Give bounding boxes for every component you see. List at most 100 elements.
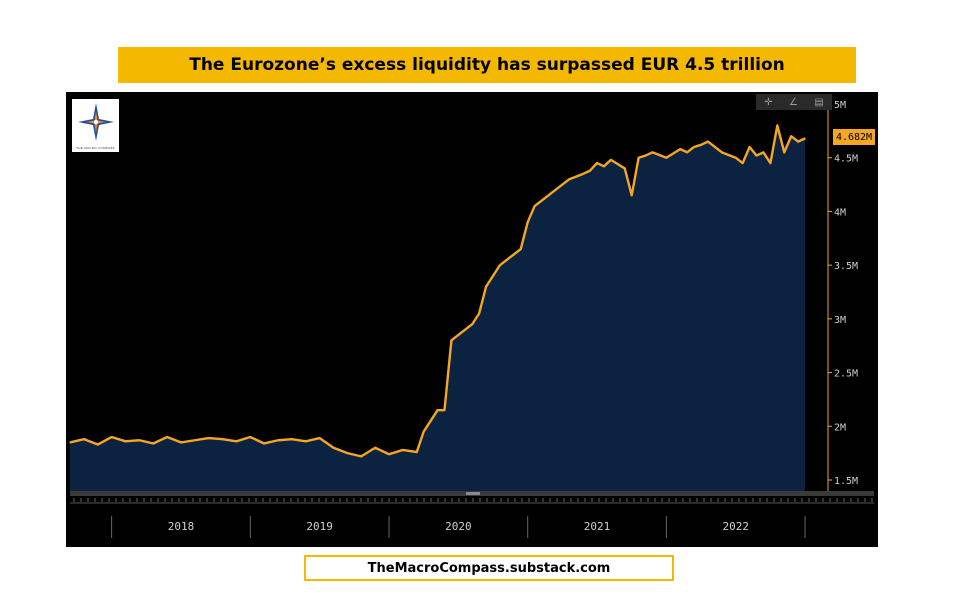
data-point (610, 159, 612, 161)
macro-compass-logo: THE MACRO COMPASS (72, 99, 119, 152)
data-point (700, 144, 702, 146)
data-point (596, 162, 598, 164)
data-point (478, 312, 480, 315)
data-point (69, 441, 71, 443)
data-point (124, 440, 127, 442)
bars-icon[interactable]: ▤ (814, 96, 824, 108)
data-point (776, 124, 778, 127)
data-point (638, 157, 640, 159)
x-year-label: 2019 (306, 520, 333, 533)
data-point (464, 329, 466, 331)
data-point (152, 442, 154, 445)
pencil-icon[interactable]: ∠ (788, 96, 798, 108)
y-tick-label: 2M (834, 422, 846, 433)
data-point (651, 151, 654, 153)
data-point (769, 162, 771, 164)
data-point (485, 286, 487, 288)
data-point (762, 151, 765, 153)
axis-layer: 5M 4.5M 4M 3.5M 3M 2.5M 2M 1.5M 2018 2019 2020 2021… (70, 100, 874, 538)
data-point (360, 455, 362, 457)
current-value-label: 4.682M (833, 129, 875, 145)
data-point (499, 264, 501, 266)
data-point (721, 151, 723, 153)
data-point (429, 420, 432, 422)
data-point (693, 146, 695, 148)
data-point (644, 154, 647, 157)
data-point (797, 141, 799, 143)
data-point (554, 189, 557, 191)
plot-layer (69, 124, 806, 494)
data-point (416, 451, 418, 453)
x-year-label: 2022 (722, 520, 749, 533)
data-point (305, 440, 307, 442)
chart-svg: 5M 4.5M 4M 3.5M 3M 2.5M 2M 1.5M 2018 2019 2020 2021… (69, 100, 874, 538)
data-point (742, 162, 744, 164)
data-point (631, 194, 633, 196)
data-point (277, 439, 279, 441)
data-point (263, 442, 265, 445)
data-point (471, 323, 473, 325)
y-tick-label: 5M (834, 100, 846, 111)
y-tick-label: 4M (834, 207, 846, 218)
data-point (291, 438, 293, 440)
data-point (783, 151, 785, 153)
y-tick-label: 2.5M (834, 369, 858, 380)
data-point (603, 165, 605, 167)
x-year-label: 2021 (584, 520, 611, 533)
data-point (679, 148, 681, 150)
data-point (249, 436, 251, 438)
data-point (235, 440, 238, 442)
data-point (374, 447, 376, 449)
data-point (319, 437, 321, 439)
chart-panel: 5M 4.5M 4M 3.5M 3M 2.5M 2M 1.5M 2018 2019 2020 2021… (66, 92, 878, 547)
x-year-label: 2020 (445, 520, 472, 533)
data-point (804, 137, 806, 139)
data-point (423, 431, 425, 433)
data-point (534, 205, 536, 207)
data-point (520, 248, 522, 250)
data-point (83, 438, 85, 440)
data-point (790, 135, 792, 137)
y-tick-label: 3M (834, 315, 846, 326)
data-point (624, 167, 626, 170)
y-tick-label: 4.5M (834, 154, 858, 165)
data-point (755, 154, 758, 157)
y-tick-label: 1.5M (834, 476, 858, 487)
y-tick-label: 3.5M (834, 261, 858, 272)
scroll-handle (466, 492, 480, 495)
data-point (346, 452, 348, 454)
data-point (332, 447, 335, 449)
compass-star-icon (78, 103, 114, 141)
data-point (436, 409, 439, 411)
data-point (492, 275, 494, 277)
data-point (540, 200, 543, 202)
data-point (388, 453, 390, 455)
chart-toolbar: ✛ ∠ ▤ (756, 94, 832, 110)
source-footer[interactable]: TheMacroCompass.substack.com (304, 555, 674, 581)
data-point (97, 443, 99, 446)
data-point (166, 436, 168, 438)
data-point (589, 170, 591, 172)
data-point (221, 438, 224, 440)
data-point (748, 146, 751, 148)
data-point (568, 178, 570, 180)
data-point (208, 437, 210, 439)
data-point (450, 339, 453, 341)
data-point (457, 334, 459, 336)
data-point (582, 173, 584, 175)
data-point (180, 441, 182, 443)
logo-text: THE MACRO COMPASS (76, 146, 115, 150)
data-point (735, 157, 737, 159)
data-point (138, 439, 140, 441)
data-point (527, 221, 529, 223)
data-point (194, 439, 196, 441)
data-point (443, 409, 446, 411)
data-point (513, 253, 515, 255)
data-point (402, 449, 404, 451)
crosshair-icon[interactable]: ✛ (764, 96, 773, 108)
data-point (665, 157, 667, 159)
chart-title: The Eurozone’s excess liquidity has surp… (118, 47, 856, 83)
x-year-label: 2018 (168, 520, 195, 533)
data-point (111, 436, 113, 438)
series-area (70, 125, 806, 494)
